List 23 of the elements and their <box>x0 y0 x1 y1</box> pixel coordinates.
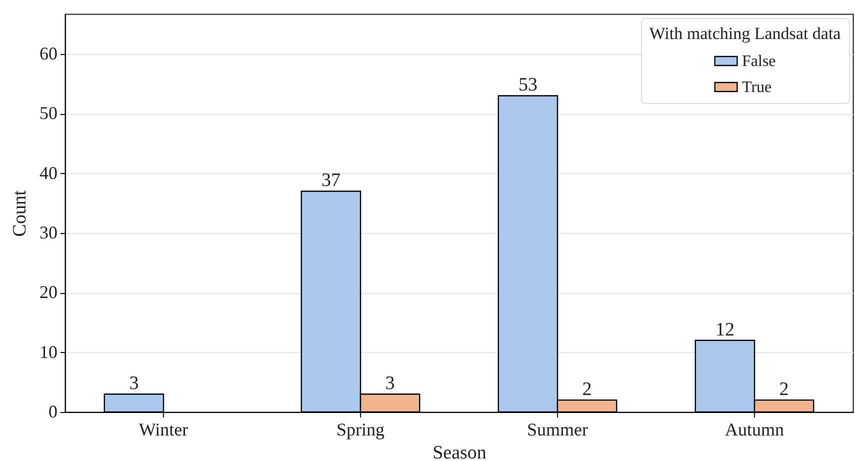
y-tick-label: 60 <box>40 43 58 64</box>
legend-label: False <box>742 53 776 70</box>
x-tick-label: Spring <box>336 420 385 440</box>
data-label: 12 <box>715 319 734 340</box>
x-tick-label: Autumn <box>724 420 784 440</box>
data-label: 53 <box>518 74 538 96</box>
data-label: 2 <box>779 379 789 400</box>
y-tick-label: 10 <box>40 342 58 362</box>
data-label: 3 <box>385 373 395 394</box>
y-tick-label: 40 <box>40 162 58 183</box>
data-label: 2 <box>582 379 592 400</box>
data-label: 37 <box>321 170 340 192</box>
data-label: 3 <box>129 373 139 394</box>
y-tick-label: 0 <box>48 402 58 422</box>
x-tick-label: Winter <box>138 420 188 440</box>
legend-label: True <box>742 79 772 96</box>
legend-title: With matching Landsat data <box>649 24 842 43</box>
y-tick-label: 50 <box>40 103 58 124</box>
y-axis-title: Count <box>10 190 30 237</box>
x-tick-label: Summer <box>527 420 588 440</box>
y-tick-label: 30 <box>40 222 58 242</box>
x-axis-title: Season <box>432 442 487 461</box>
y-tick-label: 20 <box>40 282 58 302</box>
